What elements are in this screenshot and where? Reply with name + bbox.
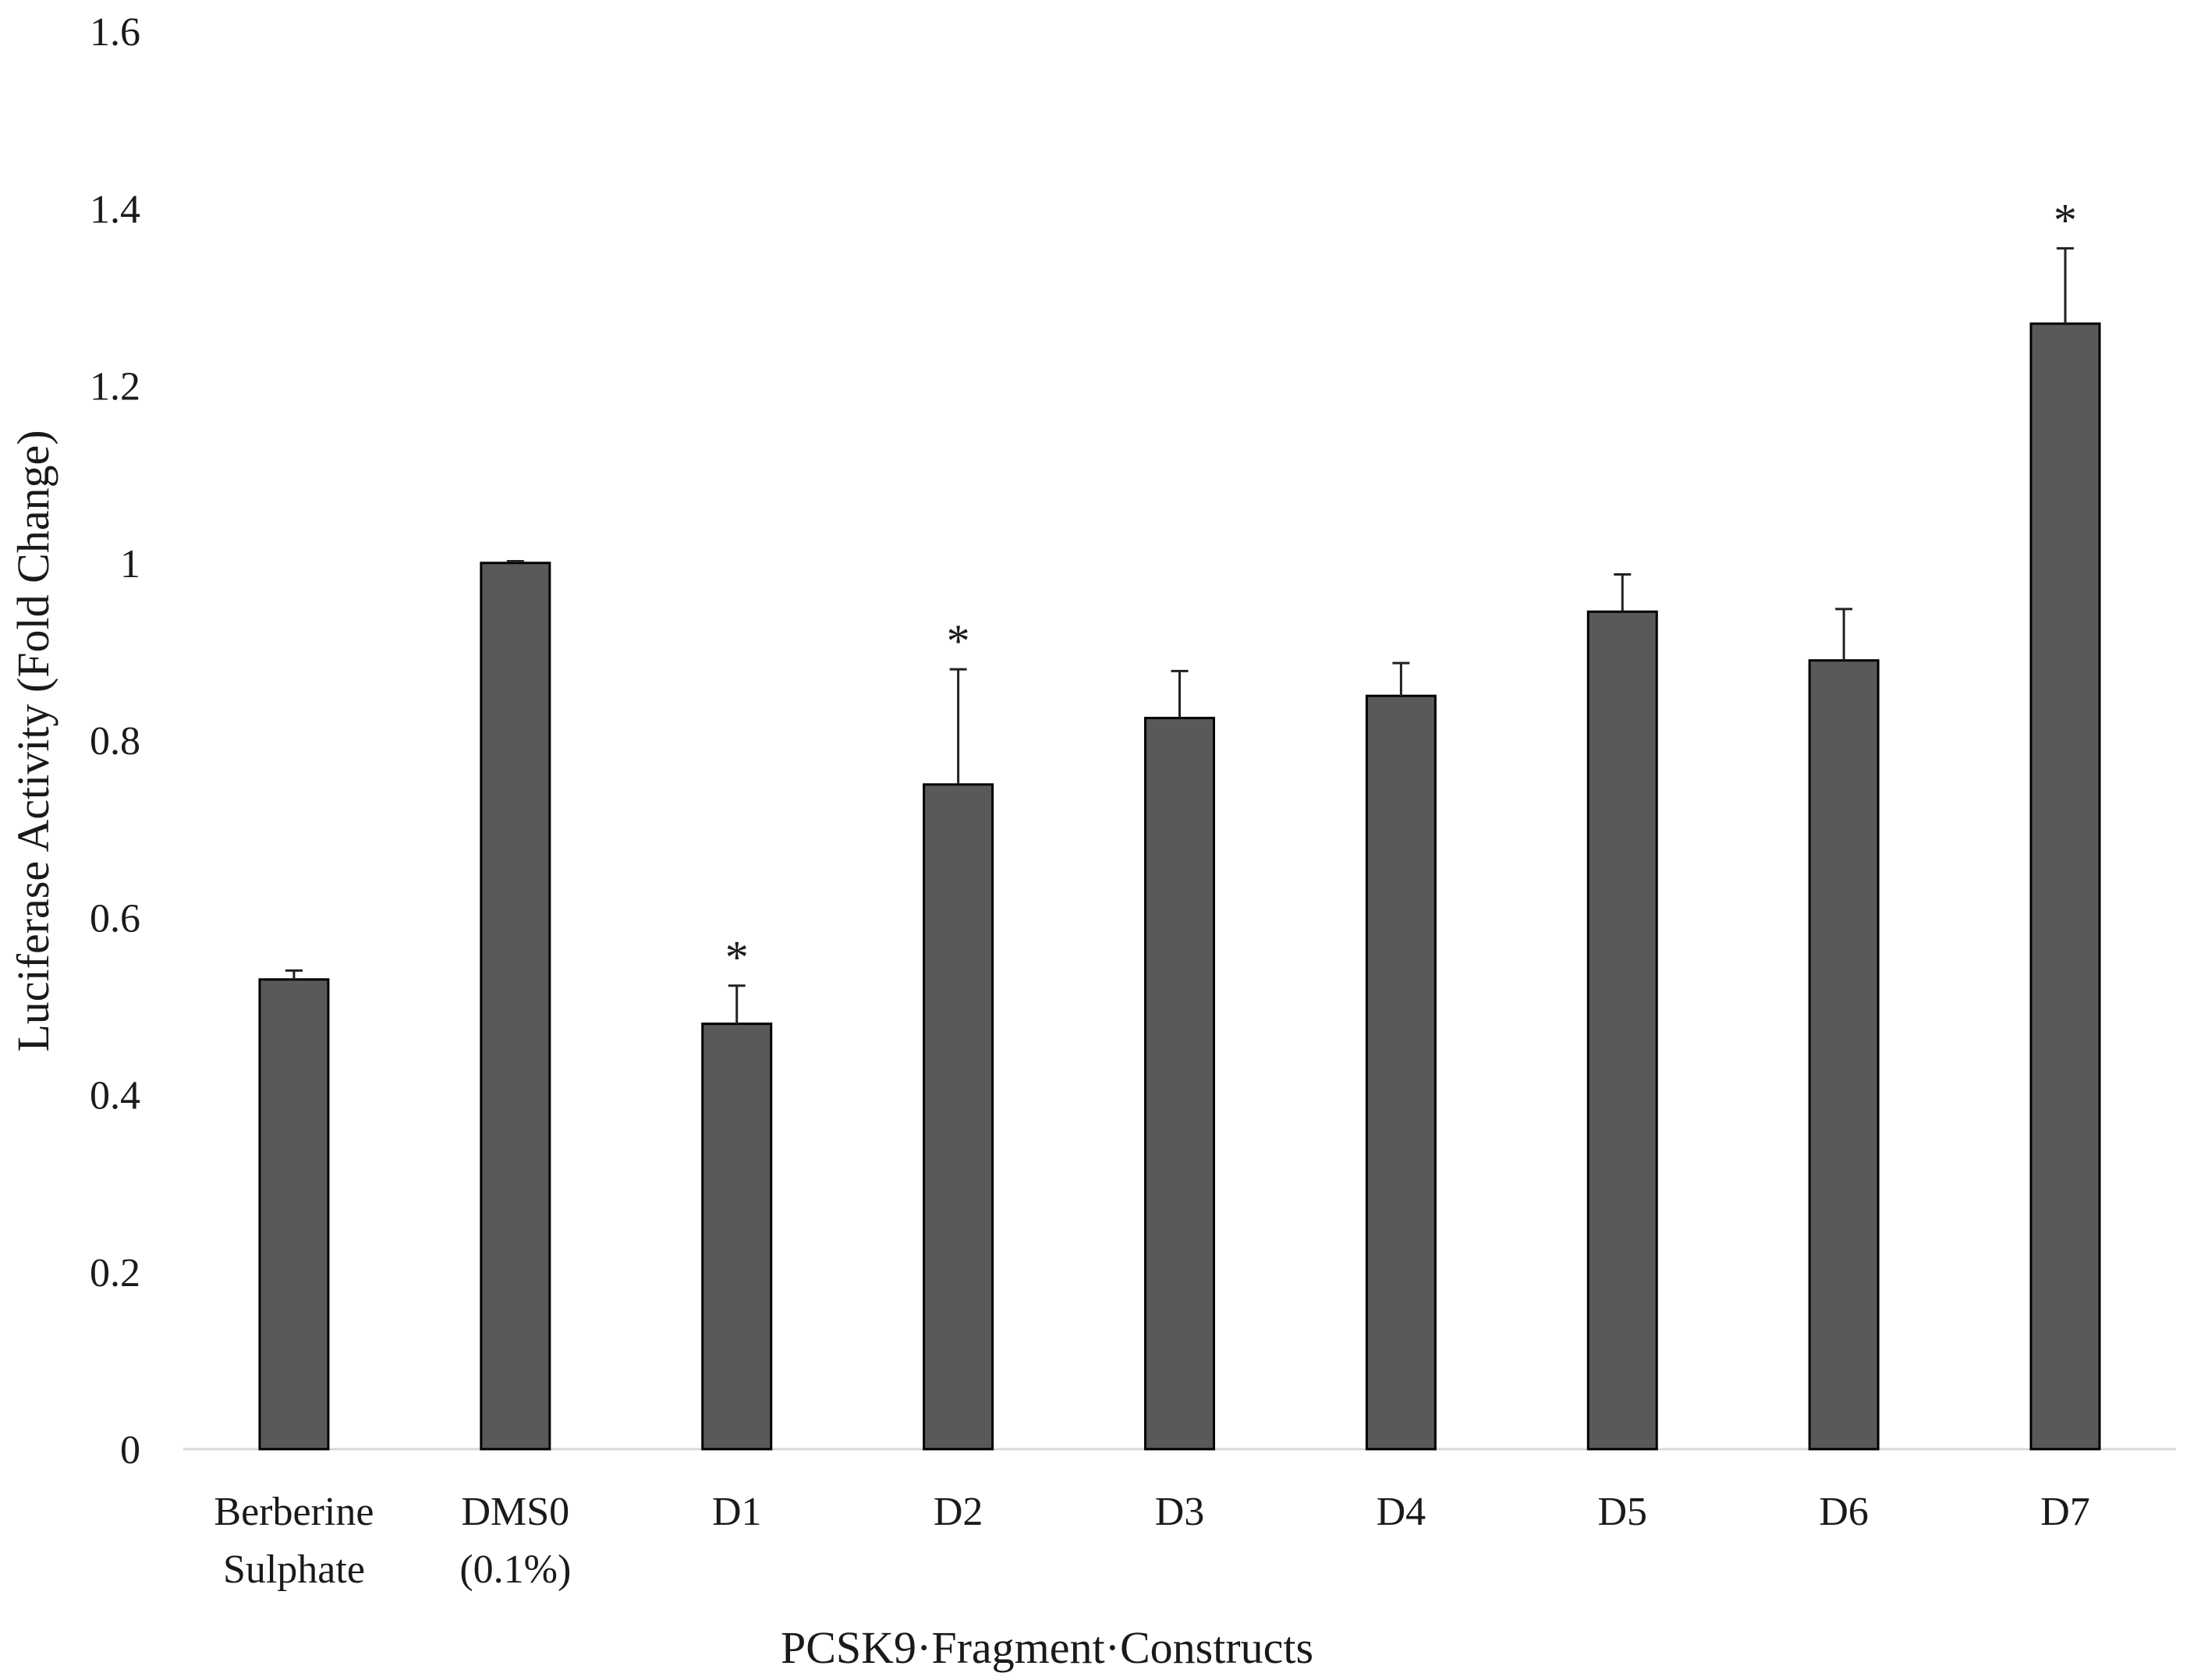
y-tick-label: 0.6 (90, 896, 140, 941)
bar (2029, 322, 2101, 1451)
bar (480, 562, 551, 1451)
x-category-label-line: Berberine (214, 1490, 374, 1534)
x-category-label-line: D3 (1155, 1490, 1205, 1534)
y-axis-title: Luciferase Activity (Fold Change) (8, 430, 58, 1051)
x-category-label-line: D5 (1597, 1490, 1647, 1534)
x-category-label-line: D2 (934, 1490, 983, 1534)
bar (1808, 659, 1880, 1451)
y-tick-label: 0.2 (90, 1251, 140, 1295)
y-tick-label: 0 (120, 1428, 140, 1473)
y-tick-label: 1.2 (90, 365, 140, 409)
y-tick-label: 0.4 (90, 1074, 140, 1118)
x-category-label-line: D4 (1377, 1490, 1426, 1534)
x-category-label-line: D1 (712, 1490, 762, 1534)
bars: * * * (258, 194, 2101, 1451)
significance-marker: * (947, 615, 970, 667)
x-category-label: D6 (1819, 1490, 1869, 1534)
x-category-label: D1 (712, 1490, 762, 1534)
x-category-label: D3 (1155, 1490, 1205, 1534)
bar (701, 1023, 773, 1451)
x-axis-category-labels: Berberine Sulphate DMS0 (0.1%) D1 D2 D3 D4 D5 D6 D… (214, 1490, 2089, 1592)
x-category-label: D5 (1597, 1490, 1647, 1534)
x-category-label-line: (0.1%) (459, 1547, 571, 1592)
x-category-label-line: D7 (2040, 1490, 2090, 1534)
y-tick-label: 1.4 (90, 187, 140, 232)
y-tick-label: 1.6 (90, 10, 140, 55)
x-category-label: DMS0 (0.1%) (459, 1490, 571, 1592)
bar (1586, 610, 1658, 1451)
x-axis-title: PCSK9·Fragment·Constructs (781, 1622, 1313, 1673)
y-tick-label: 1 (120, 542, 140, 587)
bar (258, 978, 330, 1451)
y-tick-label: 0.8 (90, 719, 140, 764)
x-category-label: Berberine Sulphate (214, 1490, 374, 1592)
x-category-label: D2 (934, 1490, 983, 1534)
x-category-label-line: DMS0 (461, 1490, 569, 1534)
bar (1144, 717, 1215, 1451)
bar (923, 783, 994, 1451)
y-axis-ticks: 0 0.2 0.4 0.6 0.8 1 1.2 1.4 1.6 (90, 10, 140, 1473)
x-category-label: D4 (1377, 1490, 1426, 1534)
x-category-label-line: D6 (1819, 1490, 1869, 1534)
significance-marker: * (725, 932, 749, 984)
x-category-label-line: Sulphate (223, 1547, 365, 1592)
bar (1365, 694, 1437, 1451)
x-category-label: D7 (2040, 1490, 2090, 1534)
significance-marker: * (2054, 194, 2077, 246)
